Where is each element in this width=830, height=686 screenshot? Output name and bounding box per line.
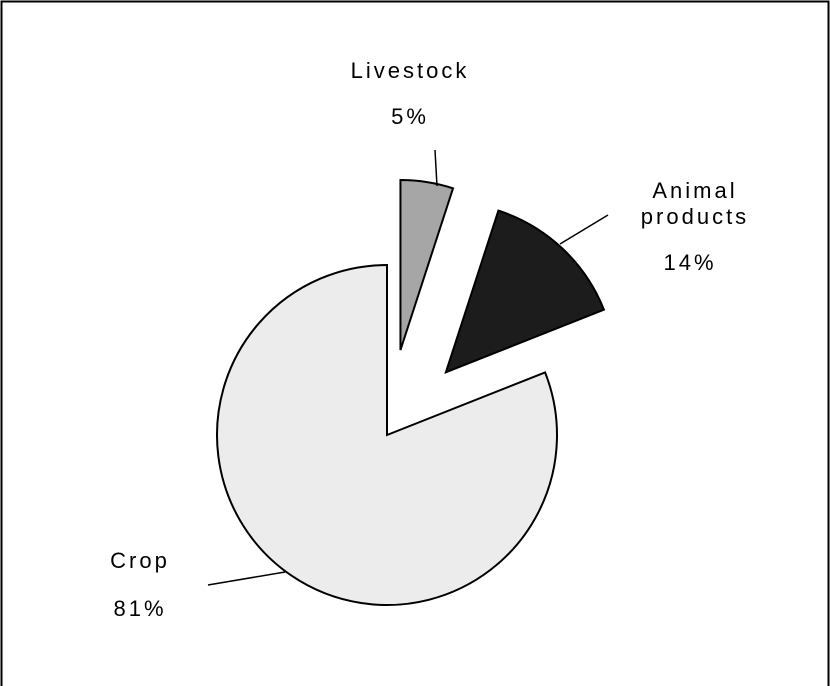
value-label: 14% bbox=[663, 250, 717, 275]
value-label: 81% bbox=[113, 596, 167, 621]
pie-slice bbox=[216, 263, 558, 606]
slice-label: Animal products bbox=[640, 178, 750, 229]
leader-line bbox=[434, 149, 438, 187]
value-label: 5% bbox=[391, 104, 429, 129]
pie-slice bbox=[444, 209, 606, 375]
leader-line bbox=[559, 214, 609, 245]
pie-slice bbox=[399, 179, 455, 351]
slice-label: Livestock bbox=[350, 58, 470, 83]
slice-label: Crop bbox=[110, 548, 170, 573]
leader-line bbox=[207, 571, 286, 586]
